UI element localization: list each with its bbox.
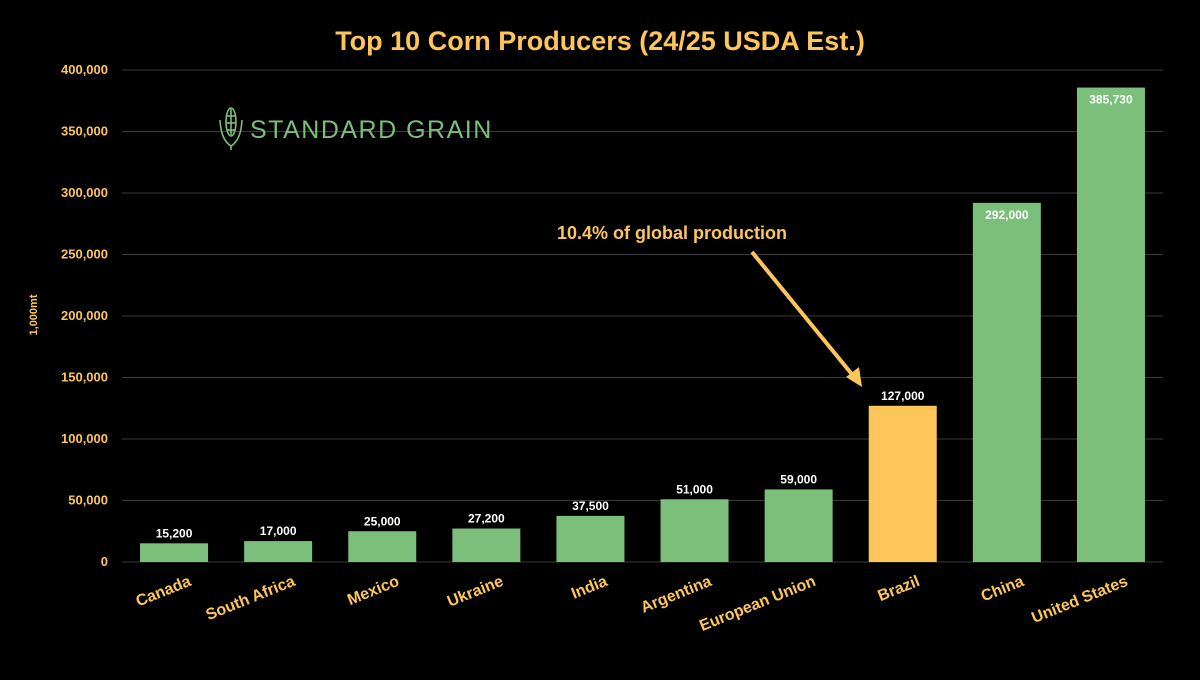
y-tick-label: 250,000 bbox=[61, 247, 108, 262]
bars bbox=[140, 87, 1145, 563]
value-label: 37,500 bbox=[572, 499, 609, 513]
watermark-text: STANDARD GRAIN bbox=[250, 116, 493, 144]
value-labels: 15,200 17,000 25,000 27,200 37,500 51,000 59,0… bbox=[156, 93, 1133, 541]
bar-argentina bbox=[660, 499, 729, 562]
x-tick-label: South Africa bbox=[204, 573, 298, 624]
bar-european-union bbox=[764, 489, 833, 562]
value-label: 27,200 bbox=[468, 512, 505, 526]
value-label: 25,000 bbox=[364, 514, 401, 528]
y-tick-label: 300,000 bbox=[61, 185, 108, 200]
y-tick-label: 150,000 bbox=[61, 370, 108, 385]
watermark-logo: STANDARD GRAIN bbox=[219, 107, 493, 150]
y-tick-label: 0 bbox=[101, 554, 108, 569]
value-label: 292,000 bbox=[985, 208, 1029, 222]
y-tick-label: 350,000 bbox=[61, 124, 108, 139]
bar-south-africa bbox=[244, 541, 313, 562]
x-tick-label: Mexico bbox=[345, 573, 402, 609]
bar-canada bbox=[140, 543, 209, 562]
annotation-arrow-line bbox=[750, 250, 857, 380]
bar-mexico bbox=[348, 531, 417, 562]
value-label: 127,000 bbox=[881, 389, 925, 403]
value-label: 59,000 bbox=[780, 472, 817, 486]
grid-lines bbox=[122, 69, 1163, 563]
annotation: 10.4% of global production bbox=[557, 223, 862, 387]
value-label: 385,730 bbox=[1089, 93, 1133, 107]
y-tick-label: 400,000 bbox=[61, 62, 108, 77]
x-tick-label: Canada bbox=[134, 573, 194, 610]
x-tick-label: Ukraine bbox=[445, 573, 506, 611]
value-label: 15,200 bbox=[156, 526, 193, 540]
bar-india bbox=[556, 515, 625, 562]
x-tick-label: Brazil bbox=[875, 573, 922, 605]
y-tick-label: 50,000 bbox=[68, 493, 108, 508]
y-axis-ticks: 0 50,000 100,000 150,000 200,000 250,000 300,0… bbox=[61, 62, 108, 569]
corn-icon bbox=[219, 107, 243, 150]
bar-united-states bbox=[1076, 87, 1145, 563]
bar-ukraine bbox=[452, 528, 521, 562]
x-axis-labels: Canada South Africa Mexico Ukraine India Arge… bbox=[134, 573, 1131, 635]
bar-brazil bbox=[868, 405, 937, 562]
y-axis-label: 1,000mt bbox=[28, 294, 40, 335]
y-tick-label: 200,000 bbox=[61, 308, 108, 323]
annotation-arrowhead bbox=[846, 367, 862, 387]
x-tick-label: European Union bbox=[697, 573, 818, 635]
value-label: 17,000 bbox=[260, 524, 297, 538]
x-tick-label: Argentina bbox=[638, 573, 714, 617]
chart-title: Top 10 Corn Producers (24/25 USDA Est.) bbox=[335, 26, 865, 56]
value-label: 51,000 bbox=[676, 482, 713, 496]
bar-china bbox=[972, 202, 1041, 562]
y-tick-label: 100,000 bbox=[61, 431, 108, 446]
annotation-text: 10.4% of global production bbox=[557, 223, 787, 243]
x-tick-label: China bbox=[979, 573, 1027, 605]
x-tick-label: United States bbox=[1029, 573, 1130, 627]
x-tick-label: India bbox=[569, 573, 610, 603]
